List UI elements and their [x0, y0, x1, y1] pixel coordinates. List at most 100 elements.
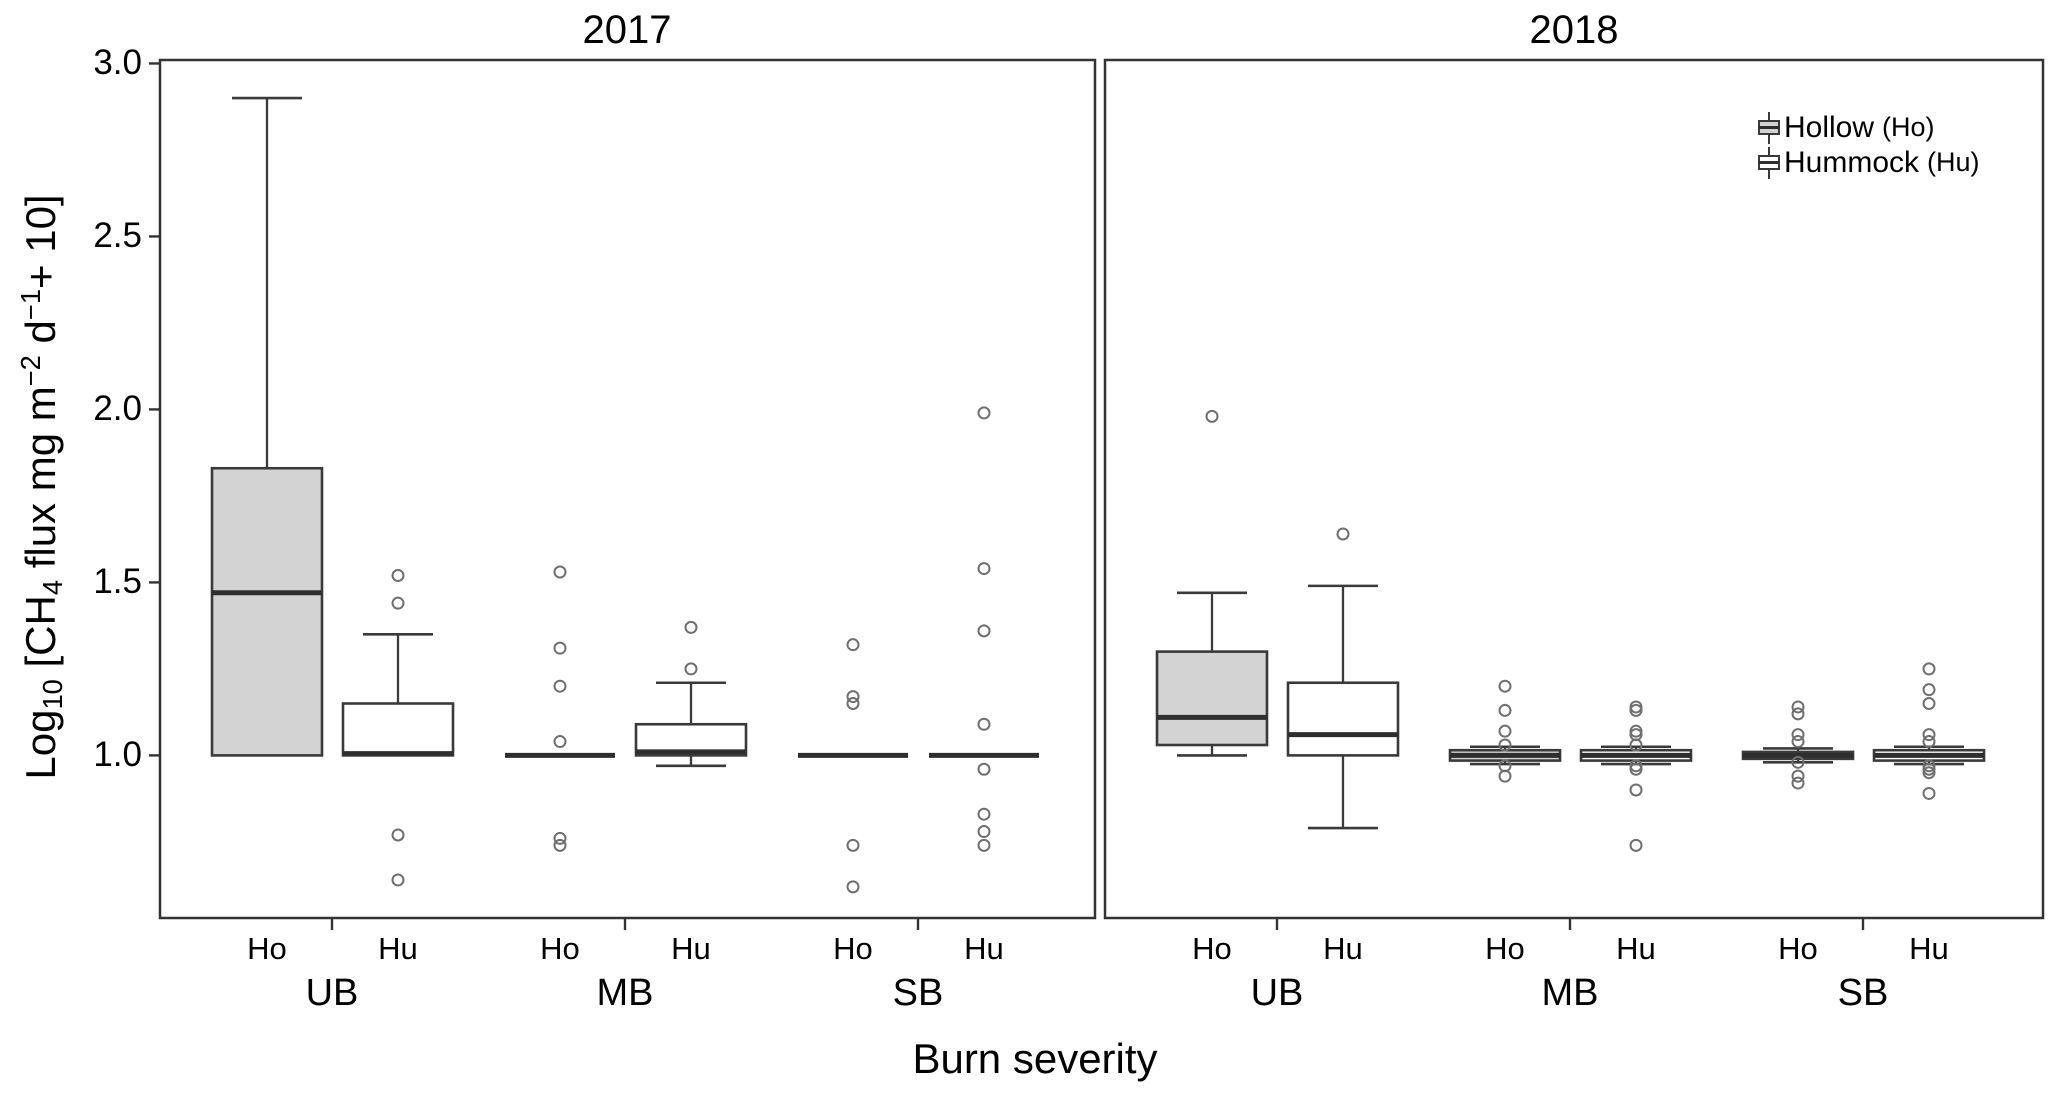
x-sublabel-2017-SB-Ho: Ho [833, 931, 873, 966]
x-sublabel-2018-MB-Hu: Hu [1616, 931, 1656, 966]
x-sublabel-2017-UB-Hu: Hu [378, 931, 418, 966]
outlier-2017-SB-Hu [977, 406, 991, 420]
y-axis-label-part: 4 [36, 579, 68, 596]
outlier-2017-MB-Ho [553, 565, 567, 579]
box-2018-UB-Ho [1155, 650, 1269, 747]
outlier-2017-UB-Hu [391, 596, 405, 610]
outlier-2018-MB-Hu [1629, 762, 1643, 776]
outlier-2018-MB-Ho [1498, 769, 1512, 783]
legend-label: Hummock [1784, 145, 1920, 179]
outlier-2017-MB-Ho [553, 831, 567, 845]
panel-border-2018 [1103, 58, 2045, 920]
outlier-2017-SB-Ho [846, 697, 860, 710]
legend-code: (Ho) [1882, 112, 1935, 142]
outlier-2017-MB-Ho [553, 679, 567, 693]
x-grouplabel-2018-UB: UB [1250, 972, 1304, 1014]
outlier-2018-SB-Hu [1922, 662, 1936, 676]
outlier-2018-SB-Hu [1922, 786, 1936, 800]
x-sublabel-2017-UB-Ho: Ho [247, 931, 287, 966]
outlier-2018-SB-Ho [1791, 755, 1805, 769]
y-axis-label-part: d [17, 320, 65, 356]
legend-item-hollow: Hollow (Ho) [1756, 110, 1980, 145]
outlier-2017-SB-Hu [977, 624, 991, 638]
x-grouplabel-2017-UB: UB [305, 972, 359, 1014]
outlier-2018-MB-Hu [1629, 838, 1643, 852]
box-2017-UB-Hu [341, 702, 455, 757]
boxplot-key-icon [1758, 146, 1780, 179]
outlier-2018-UB-Hu [1336, 527, 1350, 541]
outlier-2017-SB-Hu [977, 762, 991, 776]
legend: Hollow (Ho) Hummock (Hu) [1756, 110, 1980, 180]
outlier-2018-MB-Ho [1498, 679, 1512, 693]
box-2018-UB-Hu [1286, 681, 1400, 757]
outlier-2017-SB-Hu [977, 717, 991, 731]
x-grouplabel-2017-SB: SB [892, 972, 944, 1014]
outlier-2018-SB-Ho [1791, 728, 1805, 742]
outlier-2017-SB-Hu [977, 838, 991, 852]
outlier-2018-SB-Ho [1791, 769, 1805, 783]
y-axis-label-part: + 10] [17, 194, 65, 289]
x-sublabel-2018-SB-Hu: Hu [1909, 931, 1949, 966]
legend-code: (Hu) [1927, 147, 1980, 177]
y-axis-label-part: [CH [17, 595, 65, 680]
outlier-2017-MB-Hu [684, 620, 698, 634]
outlier-2018-MB-Hu [1629, 703, 1643, 717]
x-grouplabel-2018-MB: MB [1541, 972, 1599, 1014]
outlier-2018-SB-Hu [1922, 683, 1936, 697]
outlier-2017-SB-Ho [846, 638, 860, 652]
outlier-2018-MB-Hu [1629, 783, 1643, 797]
outlier-2018-SB-Ho [1791, 707, 1805, 721]
outlier-2018-MB-Ho [1498, 738, 1512, 752]
outlier-2017-SB-Ho [846, 838, 860, 852]
outlier-2017-MB-Ho [553, 838, 567, 852]
outlier-2017-UB-Hu [391, 828, 405, 842]
x-sublabel-2017-MB-Ho: Ho [540, 931, 580, 966]
legend-label: Hollow [1784, 110, 1875, 144]
x-sublabel-2017-SB-Hu: Hu [964, 931, 1004, 966]
outlier-2017-SB-Ho [846, 690, 860, 704]
outlier-2017-SB-Hu [977, 562, 991, 576]
outlier-2018-UB-Ho [1205, 409, 1219, 423]
outlier-2018-SB-Hu [1922, 766, 1936, 780]
outlier-2018-SB-Ho [1791, 700, 1805, 714]
outlier-2018-SB-Ho [1791, 735, 1805, 749]
y-axis-label-part: −1 [15, 288, 47, 321]
outlier-2018-SB-Ho [1791, 776, 1805, 790]
outlier-2018-MB-Hu [1629, 738, 1643, 752]
x-grouplabel-2017-MB: MB [596, 972, 654, 1014]
outlier-2018-MB-Ho [1498, 703, 1512, 717]
outlier-2017-MB-Ho [553, 641, 567, 655]
outlier-2017-SB-Hu [977, 825, 991, 839]
panel-title-2017: 2017 [582, 8, 672, 52]
legend-item-hummock: Hummock (Hu) [1756, 145, 1980, 180]
y-axis-label: Log10 [CH4 flux mg m−2 d−1+ 10] [15, 194, 69, 779]
outlier-2017-MB-Ho [553, 735, 567, 749]
y-axis-label-part: 10 [36, 679, 68, 710]
panel-title-2018: 2018 [1529, 8, 1619, 52]
x-sublabel-2018-SB-Ho: Ho [1778, 931, 1818, 966]
y-tick-label-2.0: 2.0 [93, 389, 142, 429]
outlier-2017-UB-Hu [391, 568, 405, 582]
outlier-2017-MB-Hu [684, 662, 698, 676]
outlier-2018-MB-Ho [1498, 724, 1512, 738]
x-grouplabel-2018-SB: SB [1837, 972, 1889, 1014]
box-2017-UB-Ho [210, 466, 324, 757]
y-axis-label-part: Log [17, 709, 65, 780]
y-tick-label-1.0: 1.0 [93, 735, 142, 775]
y-tick-label-1.5: 1.5 [93, 562, 142, 602]
boxplot-key-icon [1758, 111, 1780, 144]
x-sublabel-2018-UB-Hu: Hu [1323, 931, 1363, 966]
outlier-2017-SB-Hu [977, 807, 991, 821]
outlier-2017-UB-Hu [391, 873, 405, 887]
y-tick-label-3.0: 3.0 [93, 43, 142, 83]
outlier-2018-SB-Hu [1922, 728, 1936, 742]
outlier-2018-SB-Hu [1922, 697, 1936, 710]
outlier-2018-SB-Hu [1922, 735, 1936, 749]
x-sublabel-2017-MB-Hu: Hu [671, 931, 711, 966]
panel-border-2017 [158, 58, 1097, 920]
y-tick-label-2.5: 2.5 [93, 216, 142, 256]
y-axis-label-part: flux mg m [17, 386, 65, 580]
x-sublabel-2018-UB-Ho: Ho [1192, 931, 1232, 966]
